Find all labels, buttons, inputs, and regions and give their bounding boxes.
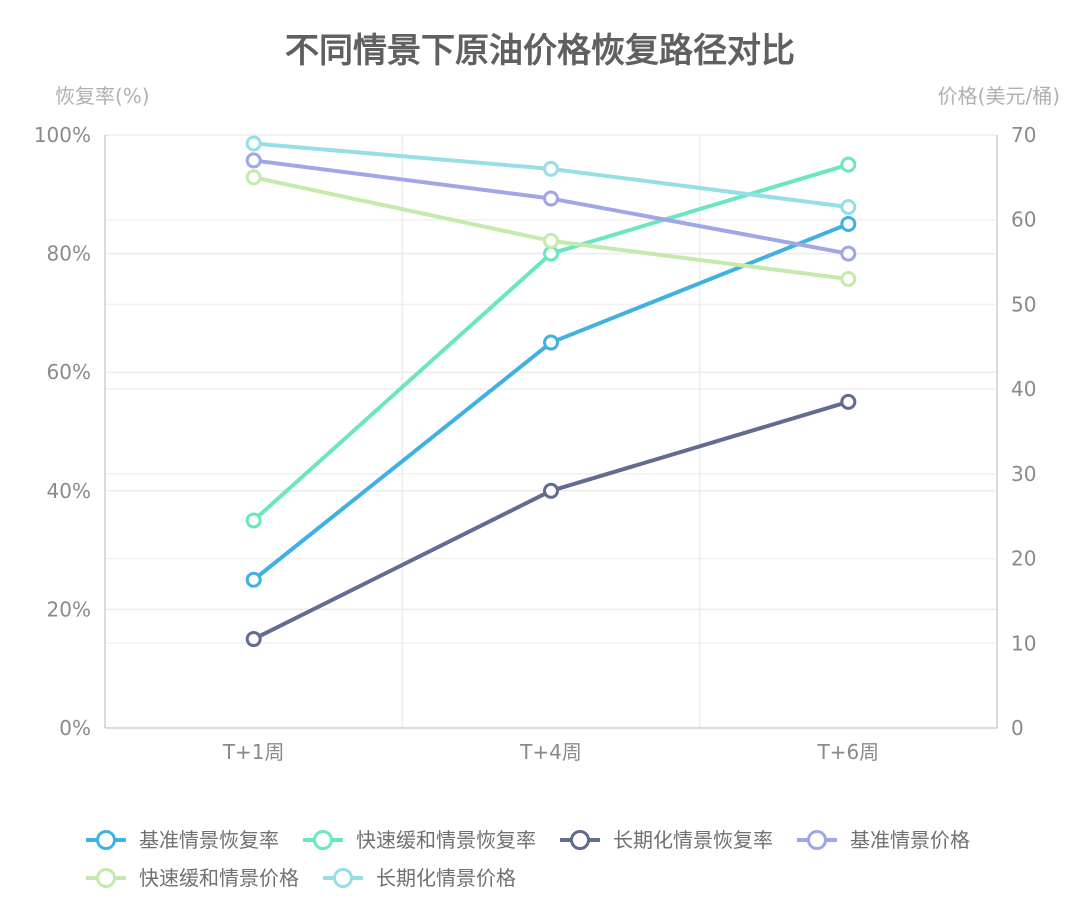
left-tick-label: 60% bbox=[47, 360, 91, 384]
data-point[interactable] bbox=[543, 334, 559, 351]
legend-marker-icon bbox=[96, 830, 116, 850]
legend-marker-icon bbox=[313, 830, 333, 850]
legend-marker-icon bbox=[333, 868, 353, 888]
series-4 bbox=[245, 169, 857, 288]
chart-title: 不同情景下原油价格恢复路径对比 bbox=[285, 31, 795, 71]
series-5 bbox=[245, 135, 857, 216]
legend-item[interactable]: 快速缓和情景恢复率 bbox=[303, 828, 536, 852]
x-tick-label: T+6周 bbox=[816, 740, 879, 764]
series-2 bbox=[245, 393, 857, 648]
legend-marker-icon bbox=[570, 830, 590, 850]
data-point[interactable] bbox=[245, 512, 262, 529]
legend-item[interactable]: 基准情景恢复率 bbox=[86, 828, 279, 852]
data-point[interactable] bbox=[543, 160, 559, 177]
data-point[interactable] bbox=[245, 152, 262, 169]
data-point[interactable] bbox=[840, 271, 857, 288]
data-point[interactable] bbox=[840, 199, 857, 216]
data-point[interactable] bbox=[840, 215, 857, 232]
right-tick-label: 50 bbox=[1011, 292, 1036, 316]
data-point[interactable] bbox=[543, 245, 559, 262]
data-point[interactable] bbox=[245, 135, 262, 152]
grid bbox=[105, 134, 997, 728]
legend-marker-icon bbox=[96, 868, 116, 888]
legend-label: 快速缓和情景恢复率 bbox=[356, 828, 536, 852]
legend-label: 长期化情景价格 bbox=[376, 866, 516, 890]
left-tick-label: 100% bbox=[34, 123, 91, 147]
legend-item[interactable]: 快速缓和情景价格 bbox=[86, 866, 299, 890]
right-tick-label: 40 bbox=[1011, 377, 1036, 401]
data-point[interactable] bbox=[543, 232, 559, 249]
series-line bbox=[251, 221, 851, 582]
data-point[interactable] bbox=[543, 482, 559, 499]
x-tick-label: T+4周 bbox=[519, 740, 582, 764]
right-axis-label: 价格(美元/桶) bbox=[938, 84, 1060, 108]
legend-marker-icon bbox=[807, 830, 827, 850]
series-lines bbox=[245, 135, 857, 648]
legend-item[interactable]: 基准情景价格 bbox=[797, 828, 970, 852]
right-tick-label: 60 bbox=[1011, 208, 1036, 232]
legend-item[interactable]: 长期化情景恢复率 bbox=[560, 828, 773, 852]
data-point[interactable] bbox=[840, 393, 857, 410]
x-tick-label: T+1周 bbox=[222, 740, 285, 764]
right-tick-label: 0 bbox=[1011, 716, 1024, 740]
data-point[interactable] bbox=[840, 156, 857, 173]
left-tick-label: 20% bbox=[47, 597, 91, 621]
series-0 bbox=[245, 215, 857, 588]
data-point[interactable] bbox=[840, 245, 857, 262]
right-tick-label: 10 bbox=[1011, 631, 1036, 655]
data-point[interactable] bbox=[543, 190, 559, 207]
data-point[interactable] bbox=[245, 169, 262, 186]
left-tick-label: 40% bbox=[47, 479, 91, 503]
legend-label: 基准情景恢复率 bbox=[139, 828, 279, 852]
series-3 bbox=[245, 152, 857, 262]
legend-item[interactable]: 长期化情景价格 bbox=[323, 866, 516, 890]
right-tick-label: 20 bbox=[1011, 547, 1036, 571]
legend-label: 基准情景价格 bbox=[850, 828, 970, 852]
left-tick-label: 0% bbox=[59, 716, 91, 740]
left-tick-label: 80% bbox=[47, 242, 91, 266]
series-line bbox=[251, 399, 851, 642]
tick-labels: 0% 20% 40% 60% 80% 100% 0 10 20 30 40 50 60 70 T+1周 T+4… bbox=[34, 123, 1037, 764]
right-tick-label: 30 bbox=[1011, 462, 1036, 486]
left-axis-label: 恢复率(%) bbox=[55, 84, 150, 108]
legend-label: 快速缓和情景价格 bbox=[139, 866, 299, 890]
data-point[interactable] bbox=[245, 631, 262, 648]
axes bbox=[104, 135, 998, 729]
data-point[interactable] bbox=[245, 571, 262, 588]
right-tick-label: 70 bbox=[1011, 123, 1036, 147]
legend-label: 长期化情景恢复率 bbox=[613, 828, 773, 852]
